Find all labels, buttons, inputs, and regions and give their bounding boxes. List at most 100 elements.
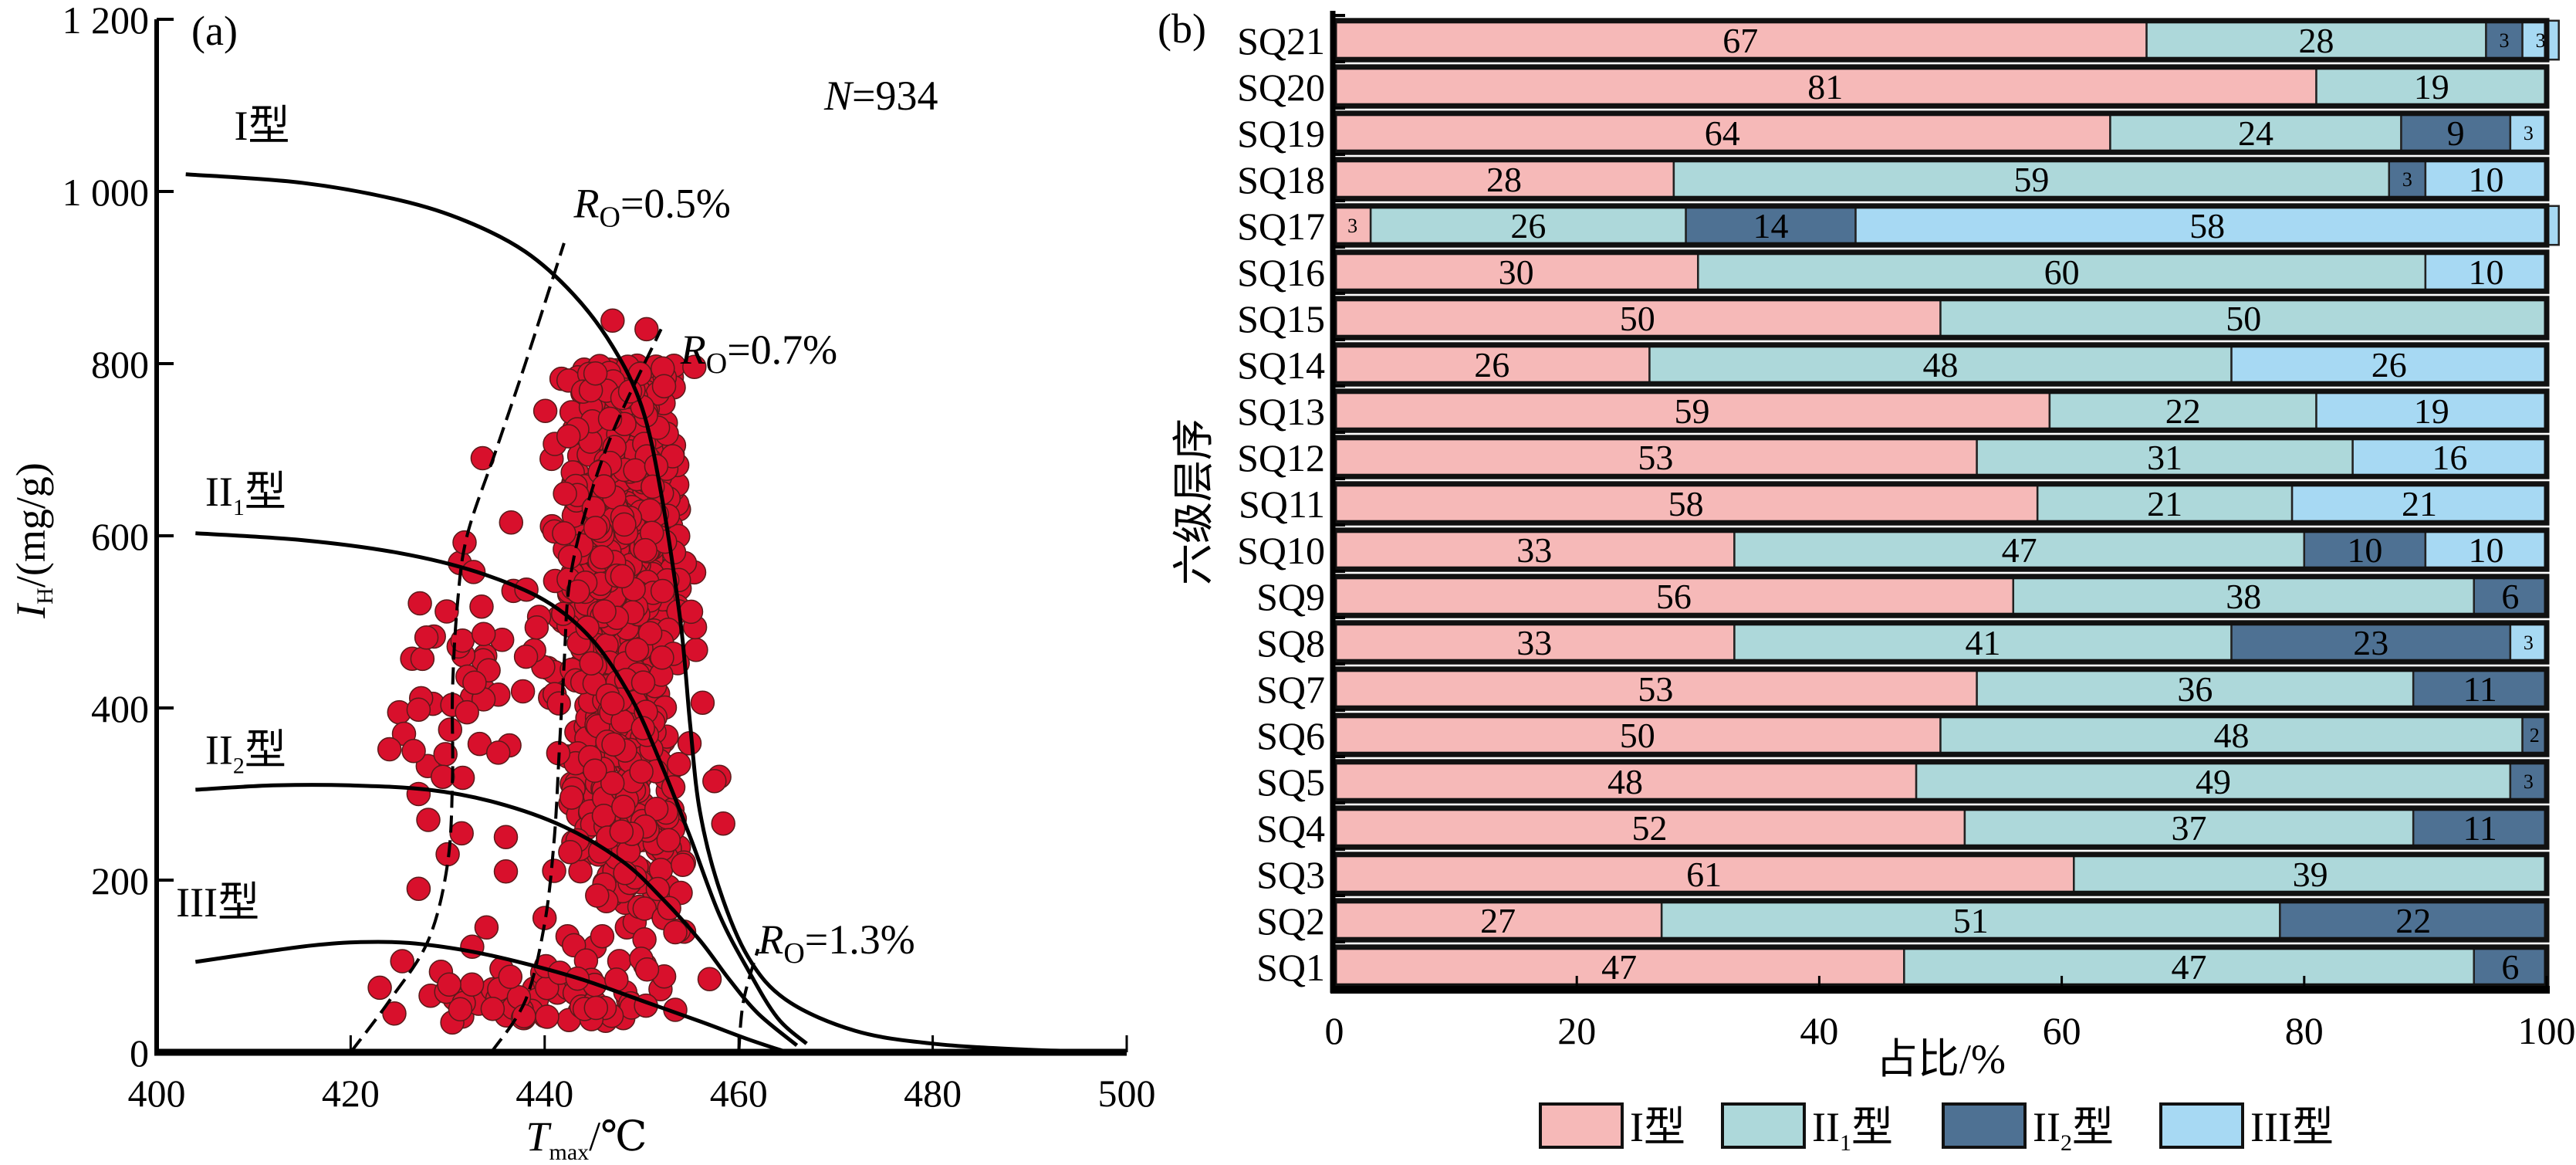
data-point — [449, 821, 474, 846]
category-label: SQ10 — [1237, 529, 1325, 572]
data-point — [566, 579, 590, 604]
data-point — [367, 975, 392, 1001]
type-curve-3 — [195, 783, 799, 1048]
x-tick-label: 440 — [516, 1072, 573, 1115]
bar-segment-I型 — [1333, 344, 1651, 385]
ro-label: RO=0.7% — [680, 327, 837, 380]
n-annotation: N=934 — [823, 73, 938, 119]
category-label: SQ3 — [1256, 853, 1325, 896]
bar-value-label: 3 — [1347, 215, 1357, 237]
x-tick-label-b: 60 — [2043, 1009, 2081, 1052]
bar-value-label: 56 — [1656, 577, 1692, 616]
data-point — [524, 615, 549, 640]
bar-row-sq19: 64 24 9 3 SQ19 — [1237, 110, 2550, 155]
data-point — [682, 354, 707, 380]
data-point — [498, 964, 523, 990]
data-point — [535, 1004, 559, 1029]
bar-value-label: 59 — [2013, 160, 2049, 199]
bar-segment-II1型 — [2109, 112, 2402, 154]
bar-value-label: 41 — [1965, 623, 2000, 662]
bar-value-label: 26 — [2371, 345, 2407, 384]
type-curve-1 — [185, 172, 1127, 1055]
data-point — [559, 785, 584, 810]
data-point — [667, 752, 691, 777]
panel-label-a: (a) — [191, 8, 238, 54]
bar-row-sq16: 30 60 10 SQ16 — [1237, 249, 2550, 294]
bar-row-sq18: 28 59 3 10 SQ18 — [1237, 157, 2550, 202]
bar-row-sq2: 27 51 22 SQ2 — [1256, 898, 2550, 943]
bar-value-label: 10 — [2468, 160, 2503, 199]
bar-value-label: 67 — [1722, 21, 1758, 60]
data-point — [406, 781, 431, 807]
bar-row-sq11: 58 21 21 SQ11 — [1239, 481, 2550, 526]
bar-value-label: 48 — [1607, 762, 1643, 801]
category-label: SQ12 — [1237, 436, 1325, 479]
data-point — [623, 458, 647, 483]
bar-value-label: 53 — [1638, 669, 1673, 709]
bar-value-label: 52 — [1631, 808, 1667, 848]
data-point — [462, 670, 487, 695]
bar-value-label: 60 — [2044, 252, 2080, 292]
axes-b: 0 20 40 60 80 100 — [1325, 11, 2576, 1052]
data-point — [651, 374, 677, 398]
bar-value-label: 28 — [1486, 160, 1522, 199]
data-point — [644, 796, 669, 821]
panel-label-b: (b) — [1158, 5, 1206, 52]
category-label: SQ5 — [1256, 760, 1325, 804]
data-point — [414, 625, 439, 650]
bar-segment-II1型 — [1672, 158, 2391, 200]
y-tick-label: 0 — [130, 1031, 149, 1075]
bar-value-label: 22 — [2165, 391, 2201, 431]
bar-segment-II1型 — [1697, 251, 2427, 293]
bar-row-sq20: 81 19 SQ20 — [1237, 64, 2550, 109]
category-label: SQ16 — [1237, 251, 1325, 294]
axes-a: 0 200 400 600 800 1 000 1 200 400 420 440 460 480 50… — [63, 0, 1156, 1115]
bar-value-label: 11 — [2463, 669, 2497, 709]
category-label: SQ11 — [1239, 483, 1325, 526]
annotations-a: I型 II1型 II2型 III型 RO=0.5% RO=0.7% RO=1.3% — [176, 103, 915, 970]
bar-value-label: 21 — [2402, 484, 2437, 523]
bar-value-label: 33 — [1516, 623, 1552, 662]
bar-value-label: 47 — [1601, 947, 1637, 987]
bar-value-label: 3 — [2524, 122, 2534, 144]
y-tick-label: 600 — [91, 515, 149, 558]
data-point — [431, 764, 455, 789]
y-tick-label: 1 000 — [63, 171, 150, 214]
bar-segment-III型 — [2351, 436, 2548, 478]
legend-swatch — [1942, 1102, 2027, 1149]
data-point — [499, 510, 524, 535]
bar-row-sq7: 53 36 11 SQ7 — [1256, 666, 2550, 711]
bar-value-label: 28 — [2299, 21, 2334, 60]
data-point — [592, 599, 617, 624]
data-point — [600, 691, 625, 716]
data-point — [401, 739, 426, 764]
data-point — [438, 717, 463, 742]
legend-swatch — [1539, 1102, 1624, 1149]
bar-segment-II2型 — [2509, 760, 2548, 802]
data-point — [471, 621, 496, 646]
bar-value-label: 3 — [2524, 770, 2534, 793]
bar-segment-II1型 — [1733, 529, 2306, 571]
category-label: SQ18 — [1237, 158, 1325, 202]
bar-segment-II1型 — [1903, 946, 2475, 987]
bar-segment-II2型 — [2412, 807, 2548, 848]
data-point — [493, 825, 519, 850]
bar-row-sq21: 67 28 3 3 SQ21 — [1237, 18, 2560, 63]
bar-segment-II1型 — [1976, 436, 2354, 478]
y-tick-label: 800 — [91, 343, 149, 386]
data-point — [690, 690, 715, 715]
legend-label: II1型 — [1812, 1104, 1893, 1156]
data-point — [493, 859, 519, 884]
data-point — [556, 424, 581, 449]
category-label: SQ6 — [1256, 714, 1325, 757]
bar-segment-II1型 — [1648, 344, 2233, 385]
type-label: I型 — [235, 103, 290, 149]
bar-segment-I型 — [1333, 251, 1699, 293]
bar-value-label: 49 — [2196, 762, 2231, 801]
bar-value-label: 30 — [1499, 252, 1534, 292]
bar-value-label: 31 — [2147, 438, 2182, 477]
bar-value-label: 9 — [2447, 113, 2465, 153]
data-point — [601, 732, 626, 757]
data-point — [630, 670, 656, 695]
type-label: III型 — [176, 879, 259, 926]
